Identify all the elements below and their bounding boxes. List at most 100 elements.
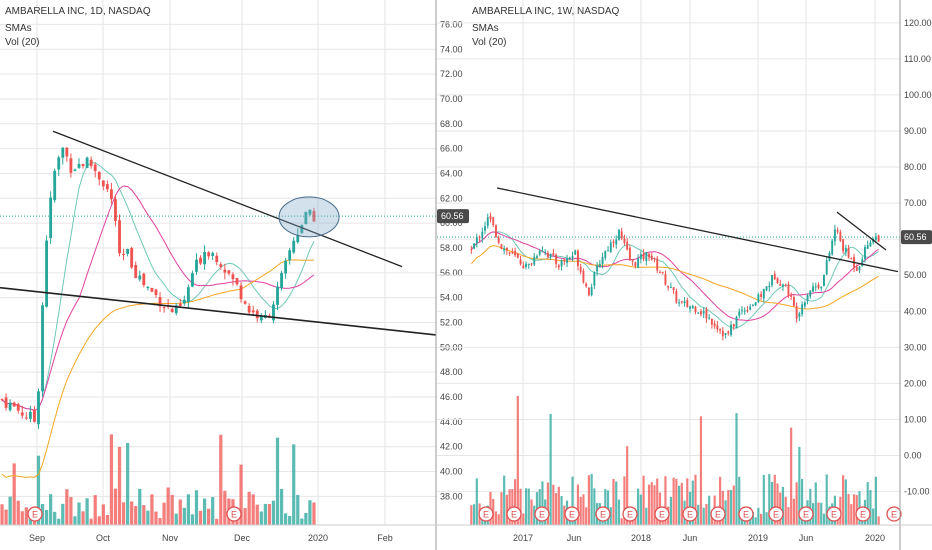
volume-bar [190, 514, 195, 525]
earnings-event-icon[interactable] [855, 506, 871, 522]
earnings-event-icon[interactable] [798, 506, 814, 522]
candle-body [259, 316, 263, 321]
earnings-event-icon[interactable] [506, 506, 522, 522]
daily-sma-label[interactable]: SMAs [5, 23, 32, 34]
candle-body [231, 274, 235, 280]
earnings-event-letter: E [600, 510, 606, 520]
volume-bar [514, 479, 517, 525]
candle-body [639, 254, 642, 260]
weekly-long-trendline [496, 187, 899, 273]
earnings-event-icon[interactable] [534, 506, 550, 522]
weekly-chart-panel[interactable]: E E E E E E E E E E E E E E E 120.00 110.00 100.00 90.00 8… [437, 0, 932, 550]
candle-body [741, 309, 743, 311]
earnings-event-icon[interactable] [564, 506, 580, 522]
volume-bar [634, 518, 637, 525]
daily-volume-label[interactable]: Vol (20) [5, 37, 39, 48]
volume-bar [312, 502, 316, 525]
volume-bar [174, 513, 178, 525]
candle-body [874, 236, 877, 240]
candle-body [522, 265, 525, 269]
volume-bar [20, 511, 24, 525]
earnings-event-icon[interactable] [478, 506, 494, 522]
candle-body [858, 266, 861, 271]
y-tick-label: 48.00 [440, 367, 463, 377]
candle-body [484, 226, 486, 231]
candle-body [820, 286, 823, 289]
candle-body [33, 410, 36, 422]
candle-body [97, 171, 101, 180]
sma-fast-line [1, 162, 315, 411]
candle-body [12, 402, 16, 407]
volume-bar [814, 482, 817, 525]
volume-bar [678, 485, 681, 525]
volume-bar [776, 483, 779, 525]
daily-chart-panel[interactable]: E E 76.00 74.00 72.00 70.00 68.00 66.00 64.00 62… [0, 0, 469, 550]
earnings-event-icon[interactable] [768, 506, 784, 522]
candle-body [866, 245, 869, 249]
volume-bar [194, 490, 199, 525]
candle-body [538, 250, 541, 255]
weekly-volume-label[interactable]: Vol (20) [472, 37, 506, 48]
volume-bar [524, 488, 528, 525]
candle-body [579, 266, 582, 272]
volume-bar [820, 502, 823, 525]
candle-body [65, 147, 69, 157]
volume-bar [672, 477, 675, 525]
earnings-event-icon[interactable] [710, 506, 726, 522]
volume-bar [300, 518, 304, 525]
volume-bar [202, 498, 207, 525]
candle-body [109, 189, 113, 200]
earnings-event-icon[interactable] [738, 506, 754, 522]
candle-body [735, 316, 738, 328]
volume-bar [105, 515, 109, 525]
volume-bar [574, 518, 577, 525]
volume-bar [97, 516, 101, 525]
volume-bar [563, 505, 566, 525]
volume-bar [817, 502, 820, 525]
candle-body [170, 308, 174, 312]
volume-bar [527, 488, 530, 525]
candle-body [162, 307, 166, 309]
volume-bar [757, 507, 760, 525]
earnings-event-icon[interactable] [682, 506, 698, 522]
volume-bar [546, 482, 549, 525]
y-tick-label: 0.00 [904, 451, 922, 461]
earnings-event-icon[interactable] [886, 506, 902, 522]
candle-body [757, 294, 760, 303]
candle-body [530, 263, 533, 265]
volume-bar [571, 476, 574, 525]
volume-bar [503, 475, 506, 525]
volume-bar [724, 500, 727, 525]
earnings-event-icon[interactable] [226, 506, 242, 522]
earnings-event-icon[interactable] [654, 506, 670, 522]
earnings-event-icon[interactable] [595, 506, 611, 522]
volume-bar [85, 498, 89, 525]
earnings-event-icon[interactable] [27, 506, 43, 522]
volume-bar [198, 510, 203, 525]
volume-bar [847, 494, 850, 525]
y-tick-label: 58.00 [440, 243, 463, 253]
candle-body [134, 264, 138, 279]
candle-body [69, 158, 73, 173]
candle-body [276, 286, 279, 305]
x-tick-label: Sep [29, 533, 45, 543]
y-tick-label: 90.00 [904, 126, 927, 136]
volume-bar [708, 495, 711, 525]
candle-body [174, 305, 178, 314]
x-tick-label: Nov [162, 533, 179, 543]
candle-body [724, 332, 727, 335]
volume-bar [500, 492, 503, 525]
weekly-sma-label[interactable]: SMAs [472, 23, 499, 34]
earnings-event-letter: E [659, 510, 665, 520]
earnings-event-icon[interactable] [622, 506, 638, 522]
candle-body [130, 248, 134, 268]
candle-body [607, 250, 609, 252]
earnings-event-letter: E [715, 510, 721, 520]
volume-bar [89, 518, 93, 525]
volume-bar [121, 502, 126, 525]
volume-bar [36, 455, 41, 525]
y-tick-label: 66.00 [440, 144, 463, 154]
candle-body [669, 287, 672, 289]
earnings-event-icon[interactable] [826, 506, 842, 522]
